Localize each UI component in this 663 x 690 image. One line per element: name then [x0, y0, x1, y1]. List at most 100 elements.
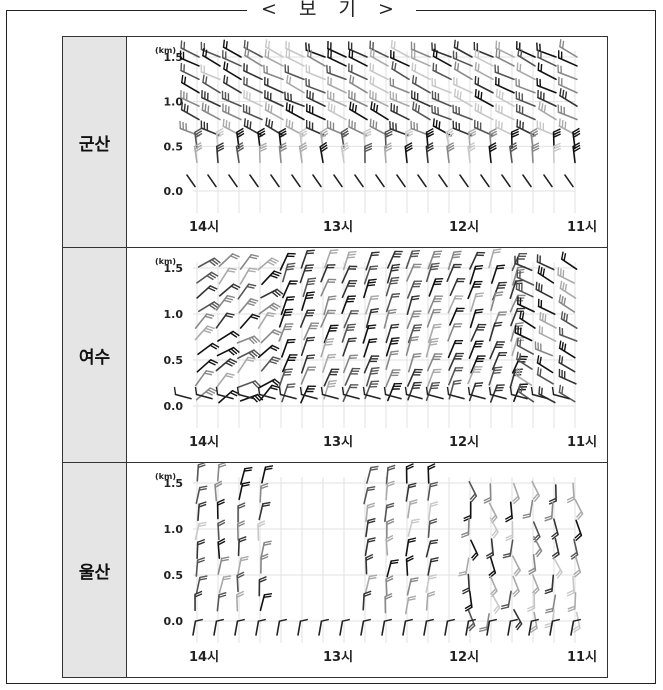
wind-barb-flag — [461, 531, 469, 536]
wind-barb-flag — [204, 49, 208, 58]
wind-barb — [385, 277, 393, 297]
wind-barb-flag — [517, 47, 520, 56]
wind-barb-flag — [517, 369, 521, 377]
wind-barb — [200, 48, 221, 58]
wind-barb — [326, 71, 347, 81]
wind-barb — [369, 55, 389, 67]
wind-barb-flag — [307, 280, 316, 283]
reference-box-title: < 보 기 > — [0, 0, 663, 20]
wind-barb — [215, 145, 219, 164]
wind-barb — [426, 368, 435, 388]
wind-barb-flag — [285, 368, 293, 371]
wind-barb-flag — [324, 343, 333, 346]
wind-barb-flag — [489, 618, 498, 622]
wind-barb — [550, 501, 554, 520]
wind-barb-flag — [405, 144, 413, 150]
wind-barb — [343, 310, 353, 329]
wind-barb-flag — [348, 49, 351, 57]
wind-barb-flag — [236, 590, 245, 596]
wind-barb-flag — [351, 76, 355, 85]
wind-barb-flag — [246, 41, 249, 50]
wind-barb — [320, 264, 329, 283]
wind-barb-flag — [246, 119, 249, 128]
wind-barb-flag — [412, 518, 420, 522]
wind-barb-flag — [386, 502, 395, 507]
wind-barb — [560, 318, 578, 329]
wind-barb — [558, 391, 576, 403]
wind-barb-flag — [566, 592, 575, 597]
wind-barb-flag — [183, 103, 186, 112]
wind-barb-flag — [254, 395, 261, 402]
wind-barb-flag — [225, 76, 229, 85]
x-tick-label: 12시 — [449, 220, 479, 235]
wind-barb-flag — [567, 608, 576, 613]
wind-barb — [320, 338, 328, 358]
wind-barb-flag — [241, 483, 250, 487]
wind-barb-flag — [494, 607, 501, 615]
x-tick-label: 11시 — [567, 220, 597, 235]
wind-barb-flag — [276, 288, 284, 295]
wind-barb-flag — [341, 130, 349, 136]
wind-barb — [517, 54, 536, 67]
wind-barb-flag — [346, 329, 355, 332]
wind-barb — [384, 393, 402, 400]
wind-barb — [495, 95, 515, 107]
wind-barb — [386, 264, 394, 284]
y-tick-label: 1.0 — [164, 308, 184, 321]
x-tick-label: 13시 — [323, 220, 353, 235]
wind-barb-flag — [426, 147, 434, 153]
wind-barb — [509, 369, 517, 389]
wind-barb-flag — [209, 387, 218, 393]
wind-barb-flag — [308, 277, 317, 280]
wind-barb-flag — [410, 577, 419, 580]
wind-barb-flag — [306, 264, 314, 267]
wind-barb-flag — [575, 511, 582, 518]
wind-barb — [532, 521, 541, 538]
wind-barb-flag — [544, 515, 553, 520]
wind-barb-flag — [463, 514, 471, 520]
wind-barb — [347, 48, 368, 58]
wind-barb — [572, 482, 575, 501]
wind-barb-flag — [223, 299, 232, 303]
wind-barb-flag — [247, 270, 256, 273]
wind-barb-flag — [367, 539, 376, 543]
wind-barb — [281, 383, 289, 403]
wind-barb — [298, 145, 303, 164]
wind-barb — [515, 288, 534, 298]
wind-barb — [198, 301, 215, 313]
wind-barb-flag — [406, 555, 414, 560]
wind-barb-flag — [286, 298, 294, 301]
wind-barb — [306, 96, 326, 107]
wind-barb — [490, 538, 495, 556]
wind-barb-chart-gunsan: (km)1.5 1.0 0.5 0.0 14시 13시 12시 11시 — [155, 39, 597, 235]
wind-barb — [215, 358, 231, 372]
wind-barb-flag — [537, 265, 541, 274]
wind-barb-flag — [265, 465, 274, 468]
wind-barb-flag — [563, 343, 567, 352]
wind-barb-flag — [260, 482, 269, 487]
wind-barb — [327, 47, 347, 58]
wind-barb — [490, 265, 499, 284]
wind-barb-flag — [288, 50, 291, 59]
wind-barb-flag — [333, 105, 336, 114]
wind-barb — [366, 466, 372, 484]
wind-barb-flag — [563, 312, 566, 321]
wind-barb-flag — [364, 142, 373, 148]
wind-barb — [237, 283, 250, 300]
wind-barb-flag — [198, 503, 207, 508]
wind-barb-flag — [368, 324, 377, 327]
wind-barb-flag — [408, 539, 416, 544]
wind-barb-flag — [447, 147, 455, 153]
wind-barb — [214, 483, 218, 502]
wind-barb-flag — [369, 574, 378, 578]
wind-barb-flag — [404, 386, 408, 395]
wind-barb — [389, 84, 410, 94]
wind-barb — [396, 174, 406, 188]
wind-barb-flag — [253, 335, 261, 343]
wind-barb-flag — [287, 296, 295, 299]
wind-barb-flag — [496, 267, 505, 270]
wind-barb-flag — [475, 308, 484, 311]
wind-barb-flag — [371, 366, 380, 370]
wind-barb — [259, 485, 262, 503]
wind-barb-flag — [244, 47, 247, 56]
